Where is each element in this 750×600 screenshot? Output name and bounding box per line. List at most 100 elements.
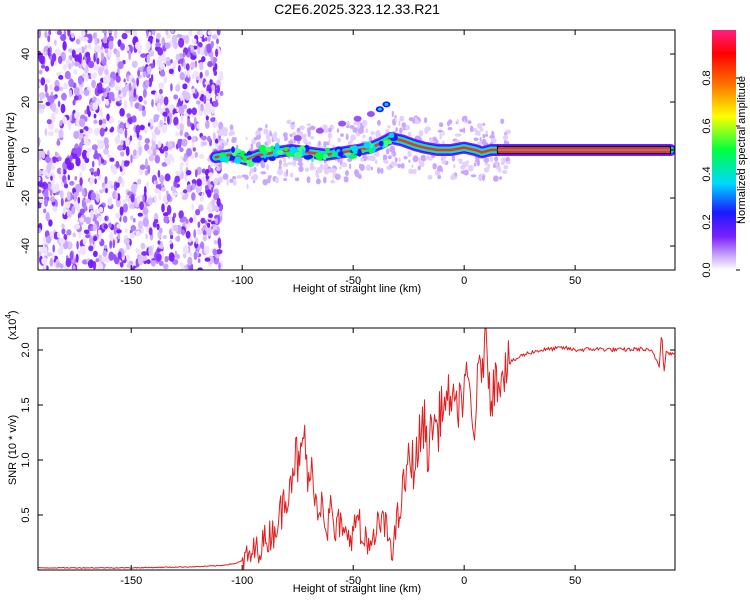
spectrogram-xtick-label: 50: [569, 275, 581, 287]
noise-speckle: [57, 247, 64, 256]
noise-speckle: [139, 164, 146, 170]
noise-speckle: [204, 257, 211, 262]
noise-speckle: [60, 197, 64, 207]
noise-speckle: [135, 127, 139, 134]
noise-speckle: [108, 30, 113, 34]
ridge-halo: [288, 140, 294, 145]
noise-speckle: [190, 185, 193, 191]
noise-speckle: [130, 224, 137, 232]
noise-speckle: [47, 35, 51, 43]
noise-speckle: [98, 156, 102, 166]
noise-speckle: [76, 202, 80, 213]
noise-speckle: [205, 37, 208, 42]
ridge-halo: [453, 163, 456, 169]
ridge-halo: [316, 166, 321, 174]
noise-speckle: [79, 245, 87, 256]
noise-speckle: [207, 35, 211, 43]
noise-speckle: [117, 61, 124, 70]
noise-speckle: [219, 71, 223, 79]
noise-speckle: [205, 103, 211, 113]
noise-speckle: [200, 217, 206, 224]
noise-speckle: [144, 143, 150, 151]
ridge-blob: [344, 152, 351, 156]
noise-speckle: [123, 99, 128, 110]
noise-speckle: [169, 239, 172, 245]
noise-speckle: [184, 34, 190, 45]
noise-speckle: [126, 113, 131, 119]
noise-speckle: [90, 73, 94, 79]
noise-speckle: [158, 82, 165, 90]
ridge-blob: [263, 151, 267, 159]
noise-speckle: [201, 168, 206, 174]
noise-speckle: [218, 121, 224, 130]
noise-speckle: [132, 184, 138, 189]
noise-speckle: [204, 185, 209, 191]
noise-speckle: [102, 36, 108, 44]
noise-speckle: [120, 139, 124, 146]
noise-speckle: [144, 126, 148, 134]
noise-speckle: [115, 85, 120, 91]
colorbar-tick-label: 0.2: [701, 214, 713, 229]
noise-speckle: [180, 114, 184, 122]
ridge-halo: [299, 125, 305, 131]
noise-speckle: [99, 189, 104, 194]
noise-speckle: [82, 236, 87, 246]
noise-speckle: [166, 56, 170, 62]
noise-speckle: [103, 223, 108, 230]
noise-speckle: [208, 213, 214, 219]
noise-speckle: [103, 244, 108, 249]
ridge-halo: [401, 122, 407, 128]
ridge-blob: [357, 149, 362, 157]
ridge-halo: [362, 119, 368, 127]
noise-speckle: [173, 94, 179, 100]
noise-speckle: [115, 229, 122, 234]
noise-speckle: [150, 74, 154, 82]
branch-point-core: [377, 107, 382, 111]
noise-speckle: [117, 144, 124, 151]
noise-speckle: [166, 193, 171, 202]
noise-speckle: [208, 87, 212, 94]
noise-speckle: [135, 247, 139, 254]
noise-speckle: [104, 47, 109, 54]
noise-speckle: [191, 179, 197, 184]
noise-speckle: [125, 138, 130, 148]
noise-speckle: [126, 243, 131, 251]
noise-speckle: [84, 198, 91, 204]
ridge-halo: [265, 124, 268, 129]
ridge-halo: [428, 156, 433, 161]
ridge-halo: [274, 177, 280, 184]
ridge-halo: [229, 178, 234, 183]
noise-speckle: [115, 198, 121, 208]
noise-speckle: [40, 77, 46, 86]
noise-speckle: [162, 235, 167, 239]
noise-speckle: [182, 52, 186, 58]
noise-speckle: [131, 78, 135, 84]
ridge-blob: [306, 154, 314, 159]
noise-speckle: [143, 100, 147, 105]
noise-speckle: [144, 138, 150, 144]
ridge-halo: [469, 125, 474, 133]
noise-speckle: [61, 228, 66, 235]
ridge-halo: [352, 127, 358, 133]
noise-speckle: [166, 204, 172, 215]
noise-speckle: [91, 79, 96, 89]
ridge-halo: [345, 121, 350, 125]
noise-speckle: [46, 119, 52, 125]
noise-speckle: [216, 249, 223, 255]
noise-speckle: [119, 108, 125, 117]
ridge-halo: [491, 137, 497, 144]
ridge-halo: [298, 165, 304, 173]
snr-panel: -150 -100 -50 0 50 0.5 1.0 1.5 2.0 Height of st…: [4, 310, 676, 595]
noise-speckle: [146, 259, 151, 265]
noise-speckle: [91, 96, 97, 102]
noise-speckle: [199, 196, 203, 202]
noise-speckle: [213, 230, 219, 236]
ridge-halo: [255, 129, 261, 135]
noise-speckle: [44, 246, 48, 257]
ridge-halo: [420, 154, 427, 162]
noise-speckle: [216, 38, 219, 45]
noise-speckle: [50, 112, 56, 123]
noise-speckle: [88, 60, 95, 69]
noise-speckle: [59, 263, 64, 269]
noise-speckle: [51, 156, 57, 164]
